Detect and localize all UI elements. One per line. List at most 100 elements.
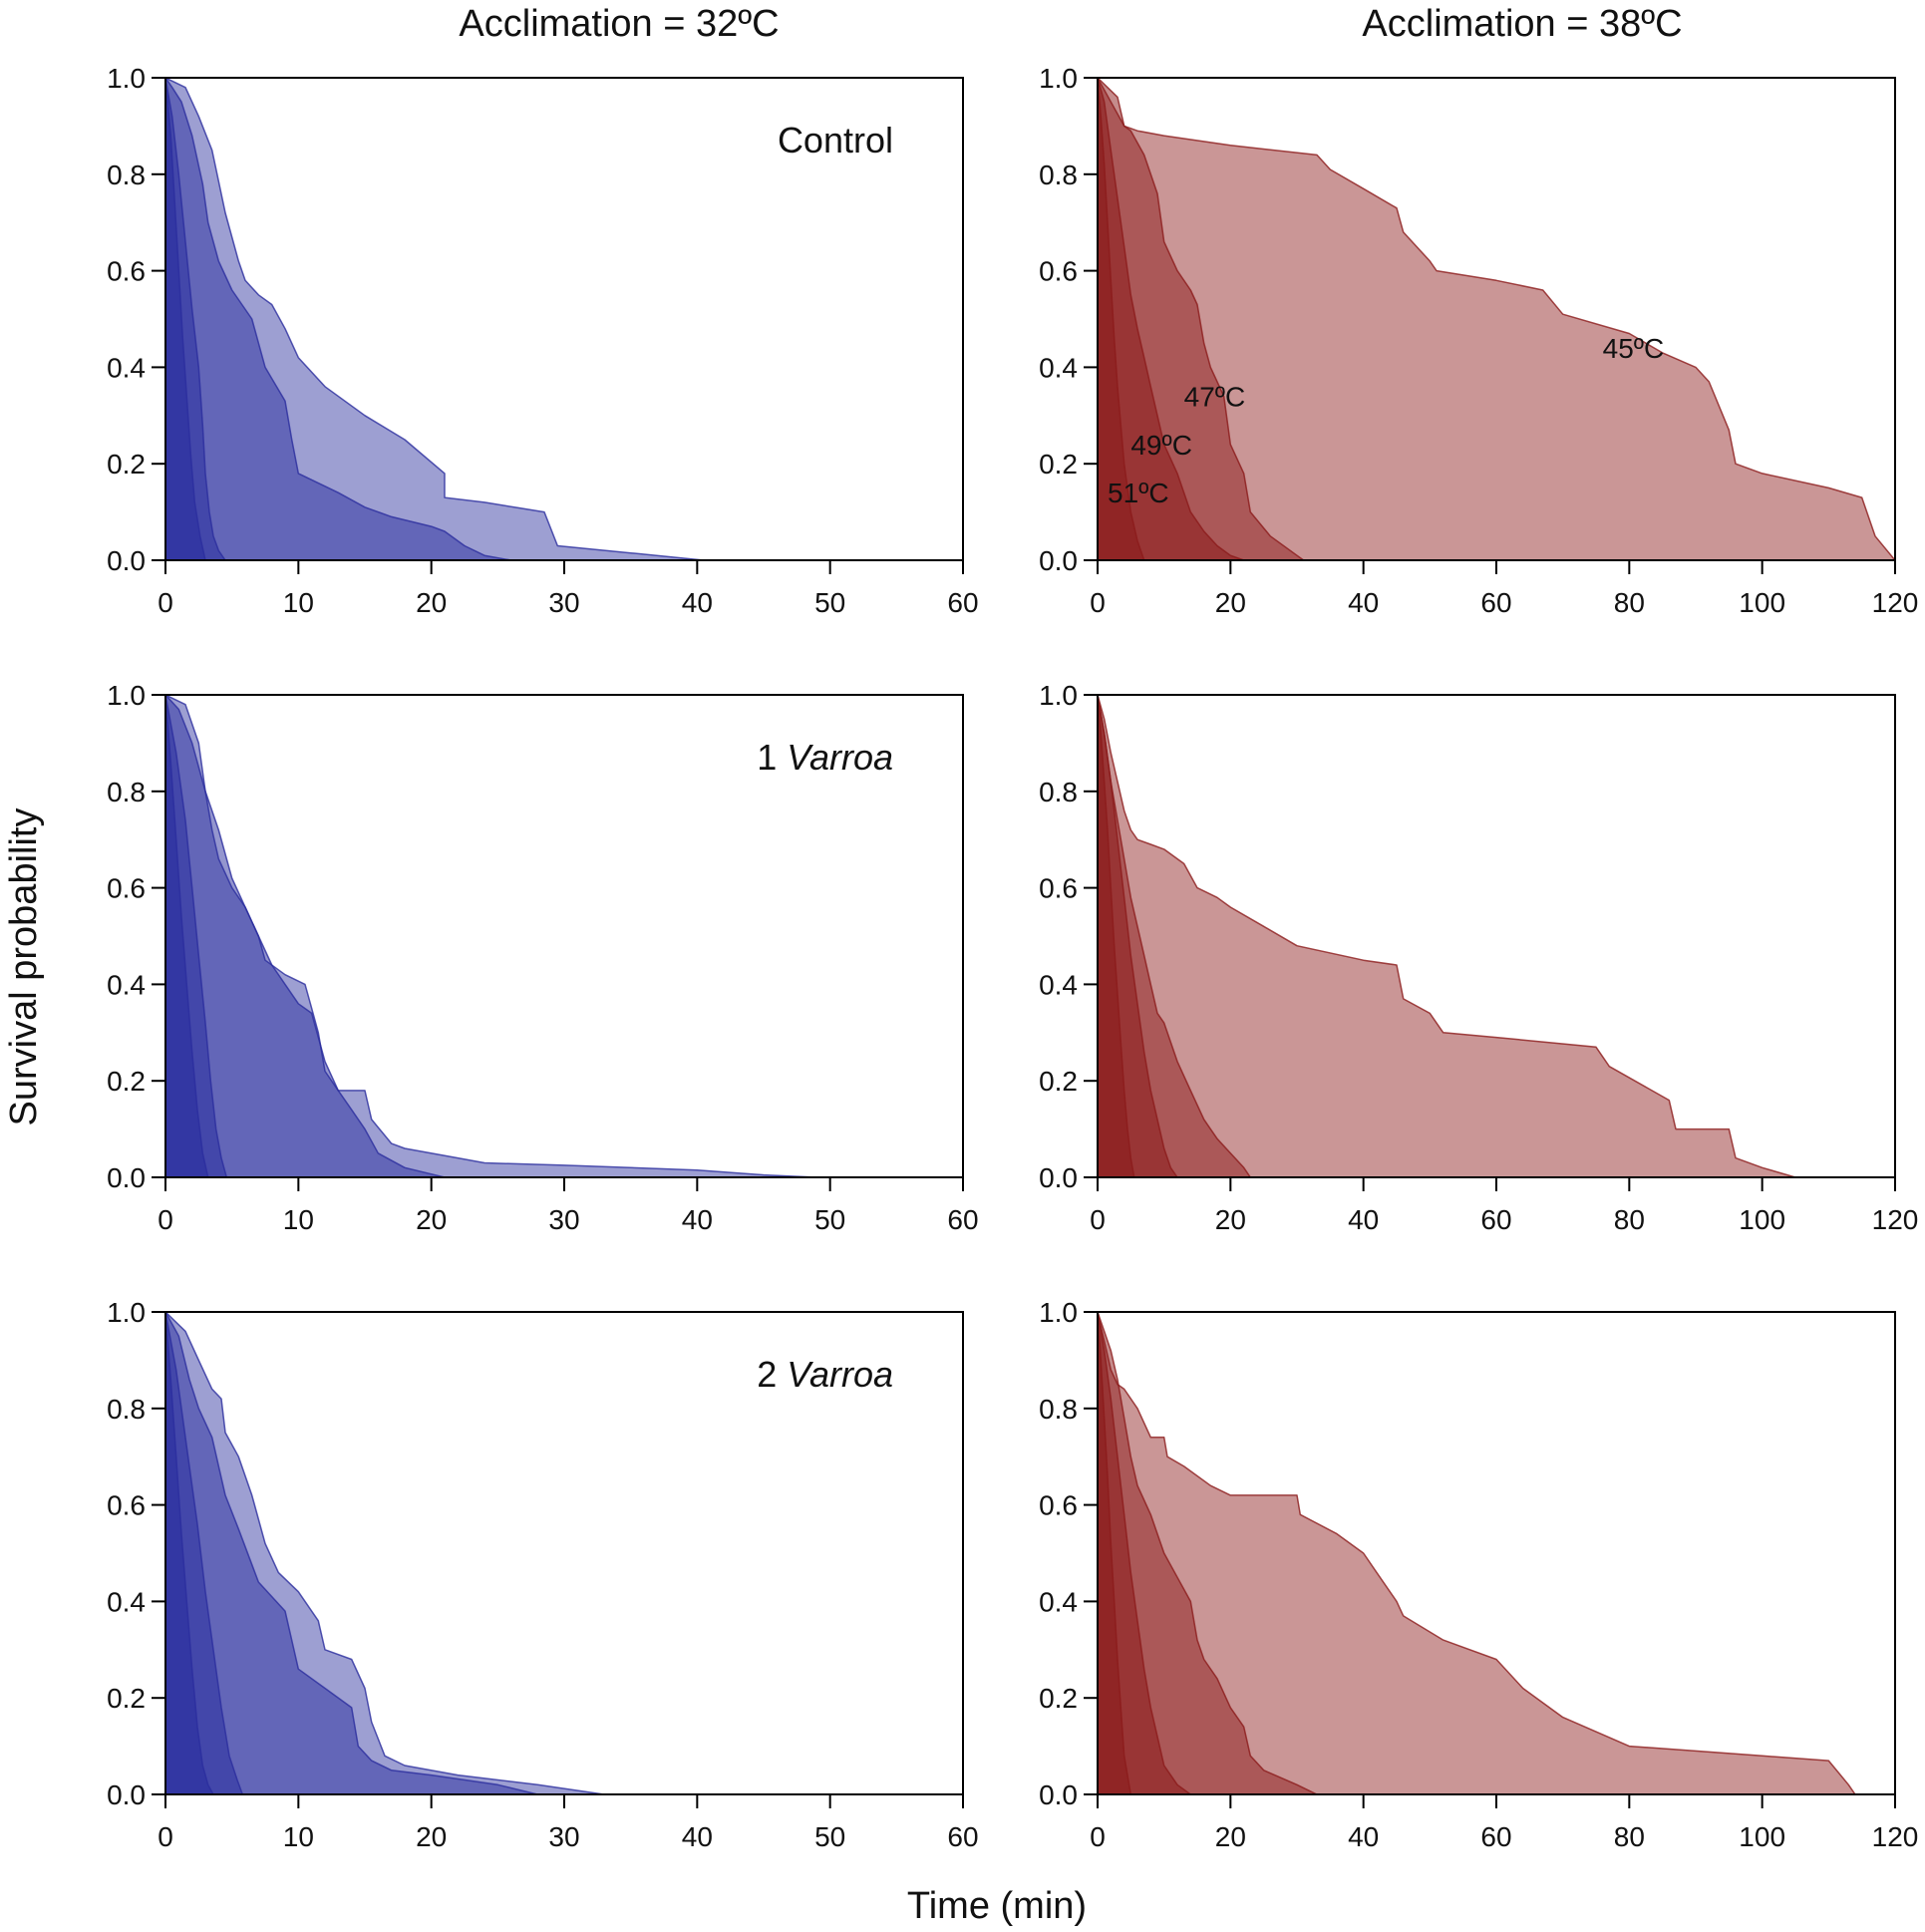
survival-areas [1098,78,1895,560]
x-tick-label: 60 [1480,1204,1511,1235]
y-tick-label: 0.6 [107,1490,146,1521]
survival-areas [165,1312,605,1794]
x-tick-label: 60 [947,1204,978,1235]
y-tick-label: 0.6 [107,256,146,287]
y-tick-label: 1.0 [107,63,146,94]
y-tick-label: 0.4 [107,969,146,1000]
x-tick-label: 50 [814,587,845,618]
x-tick-label: 30 [548,1204,579,1235]
y-tick-label: 0.6 [1039,873,1078,904]
x-tick-label: 100 [1739,1821,1785,1852]
x-tick-label: 50 [814,1204,845,1235]
x-tick-label: 20 [416,1821,447,1852]
x-tick-label: 20 [1215,587,1246,618]
survival-area-51c [165,695,209,1177]
y-tick-label: 0.4 [1039,352,1078,383]
panel-label: 1 Varroa [757,737,893,778]
survival-area-45c [1098,78,1895,560]
survival-areas [1098,1312,1856,1794]
x-tick-label: 60 [947,1821,978,1852]
y-tick-label: 0.0 [1039,1779,1078,1810]
survival-areas [165,695,818,1177]
survival-area-51c [1098,695,1135,1177]
x-tick-label: 40 [1348,587,1379,618]
y-tick-label: 0.8 [1039,777,1078,807]
panel-label: 2 Varroa [757,1354,893,1395]
survival-area-45c [1098,1312,1856,1794]
temperature-label: 49ºC [1130,430,1192,461]
x-tick-label: 120 [1872,1821,1919,1852]
y-axis-title: Survival probability [3,808,45,1127]
y-tick-label: 0.4 [1039,969,1078,1000]
x-tick-label: 20 [1215,1204,1246,1235]
panel-32C-control: 0.0 0.2 0.4 0.6 0.8 1.0 0 10 20 30 40 50 60 Control [107,63,979,618]
x-tick-label: 60 [1480,1821,1511,1852]
x-tick-label: 40 [682,1204,713,1235]
survival-area-47c [165,78,512,560]
y-tick-label: 0.8 [1039,160,1078,190]
y-tick-label: 0.4 [107,352,146,383]
y-tick-label: 0.6 [1039,1490,1078,1521]
survival-area-47c [165,695,446,1177]
survival-areas [165,78,705,560]
survival-area-51c [165,1312,214,1794]
x-tick-label: 10 [283,1204,314,1235]
panels: 0.0 0.2 0.4 0.6 0.8 1.0 0 10 20 30 40 50 60 Control 0.… [107,63,1918,1852]
y-tick-label: 0.0 [107,545,146,576]
x-tick-label: 30 [548,1821,579,1852]
y-tick-label: 0.2 [1039,449,1078,480]
x-tick-label: 40 [682,1821,713,1852]
temperature-label: 51ºC [1108,478,1169,508]
y-tick-label: 0.8 [107,777,146,807]
x-tick-label: 0 [158,587,173,618]
survival-area-45c [1098,695,1796,1177]
survival-area-45c [165,78,705,560]
survival-area-49c [1098,1312,1192,1794]
y-tick-label: 1.0 [107,1297,146,1328]
x-tick-label: 80 [1614,587,1645,618]
y-tick-label: 0.0 [1039,1162,1078,1193]
y-tick-label: 1.0 [107,680,146,711]
y-tick-label: 0.2 [1039,1066,1078,1097]
panel-38C-control: 0.0 0.2 0.4 0.6 0.8 1.0 0 20 40 60 80 100 120 45ºC 47º… [1039,63,1918,618]
panel-32C-1varroa: 0.0 0.2 0.4 0.6 0.8 1.0 0 10 20 30 40 50 60 1 Varroa [107,680,979,1235]
survival-area-47c [1098,1312,1318,1794]
y-tick-label: 0.6 [1039,256,1078,287]
x-tick-label: 80 [1614,1821,1645,1852]
x-tick-label: 10 [283,587,314,618]
y-tick-label: 0.2 [107,449,146,480]
temperature-label: 47ºC [1184,381,1246,412]
x-tick-label: 0 [1090,1821,1106,1852]
survival-area-51c [165,78,206,560]
x-tick-label: 20 [1215,1821,1246,1852]
x-tick-label: 100 [1739,587,1785,618]
x-tick-label: 50 [814,1821,845,1852]
y-tick-label: 0.4 [107,1586,146,1617]
y-tick-label: 0.0 [1039,545,1078,576]
y-tick-label: 0.8 [107,160,146,190]
x-tick-label: 40 [1348,1821,1379,1852]
x-tick-label: 30 [548,587,579,618]
x-tick-label: 40 [1348,1204,1379,1235]
column-title-32c: Acclimation = 32ºC [459,3,779,45]
survival-area-51c [1098,78,1145,560]
y-tick-label: 0.0 [107,1162,146,1193]
x-tick-label: 60 [947,587,978,618]
x-tick-label: 0 [158,1204,173,1235]
y-tick-label: 1.0 [1039,680,1078,711]
x-tick-label: 100 [1739,1204,1785,1235]
panel-32C-2varroa: 0.0 0.2 0.4 0.6 0.8 1.0 0 10 20 30 40 50 60 2 Varroa [107,1297,979,1852]
x-tick-label: 0 [1090,587,1106,618]
y-tick-label: 0.6 [107,873,146,904]
x-tick-label: 0 [158,1821,173,1852]
y-tick-label: 0.8 [107,1394,146,1425]
x-tick-label: 120 [1872,1204,1919,1235]
x-tick-label: 40 [682,587,713,618]
panel-38C-1varroa: 0.0 0.2 0.4 0.6 0.8 1.0 0 20 40 60 80 100 120 [1039,680,1918,1235]
x-tick-label: 120 [1872,587,1919,618]
y-tick-label: 1.0 [1039,63,1078,94]
x-tick-label: 0 [1090,1204,1106,1235]
x-tick-label: 10 [283,1821,314,1852]
panel-label: Control [778,120,893,161]
